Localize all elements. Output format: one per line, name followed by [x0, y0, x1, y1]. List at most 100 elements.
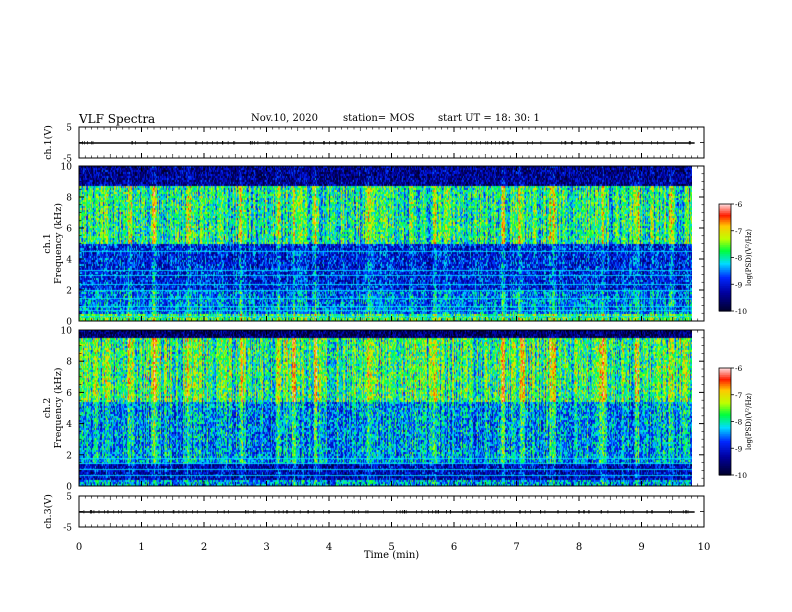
colorbar-step [719, 271, 731, 275]
colorbar-step [719, 228, 731, 232]
y-tick-label: -5 [63, 155, 72, 165]
colorbar-step [719, 278, 731, 282]
colorbar-step [719, 293, 731, 296]
colorbar-tick-label: -7 [735, 227, 743, 236]
colorbar-step [719, 467, 731, 471]
y-tick-label: 6 [66, 225, 72, 235]
colorbar-step [719, 262, 731, 266]
x-tick-label: 4 [326, 542, 332, 553]
y-axis-label: ch.3(V) [43, 494, 54, 529]
colorbar-label: log(PSD)(V²/Hz) [745, 229, 753, 286]
colorbar-step [719, 441, 731, 444]
colorbar-tick-label: -7 [735, 391, 743, 400]
colorbar-step [719, 264, 731, 268]
colorbar-tick-label: -9 [735, 280, 743, 289]
colorbar-step [719, 455, 731, 458]
colorbar-step [719, 417, 731, 421]
colorbar-tick-label: -6 [735, 200, 743, 209]
colorbar-step [719, 294, 731, 298]
y-tick-label: 8 [66, 358, 72, 368]
colorbar-step [719, 296, 731, 300]
colorbar-step [719, 416, 731, 419]
colorbar-tick-label: -10 [735, 471, 747, 480]
colorbar-step [719, 277, 731, 280]
colorbar-step [719, 298, 731, 301]
colorbar-step [719, 286, 731, 289]
colorbar-step [719, 246, 731, 250]
colorbar-tick-label: -8 [735, 418, 743, 427]
colorbar-step [719, 236, 731, 239]
colorbar-step [719, 223, 731, 226]
colorbar-step [719, 389, 731, 392]
colorbar-step [719, 230, 731, 234]
colorbar-step [719, 373, 731, 376]
colorbar-step [719, 302, 731, 305]
colorbar-step [719, 218, 731, 221]
x-tick-label: 6 [451, 542, 457, 553]
colorbar-step [719, 439, 731, 442]
colorbar-step [719, 287, 731, 291]
colorbar-step [719, 444, 731, 448]
colorbar-step [719, 466, 731, 469]
colorbar-step [719, 435, 731, 439]
colorbar-step [719, 307, 731, 310]
colorbar-step [719, 368, 731, 371]
colorbar-step [719, 453, 731, 456]
colorbar-step [719, 421, 731, 424]
ch1-waveform-panel: 5 -5 ch.1(V) [43, 124, 705, 165]
colorbar-step [719, 371, 731, 374]
spectrogram-image [79, 330, 692, 486]
colorbar-step [719, 291, 731, 294]
colorbar-step [719, 212, 731, 216]
colorbar-step [719, 446, 731, 449]
x-tick-label: 1 [138, 542, 144, 553]
x-tick-label: 2 [201, 542, 207, 553]
y-axis-label: Frequency (kHz) [53, 203, 64, 284]
colorbar-step [719, 409, 731, 412]
colorbar-step [719, 462, 731, 465]
colorbar-step [719, 227, 731, 230]
y-tick-label: 5 [66, 124, 72, 134]
colorbar-step [719, 426, 731, 430]
y-tick-label: 2 [66, 287, 72, 297]
colorbar-step [719, 289, 731, 292]
colorbar-step [719, 425, 731, 428]
colorbar-step [719, 243, 731, 246]
x-axis-label: Time (min) [364, 550, 419, 561]
colorbar-step [719, 269, 731, 273]
colorbar-step [719, 428, 731, 432]
date-label: Nov.10, 2020 [251, 113, 318, 124]
y-tick-label: 4 [66, 256, 72, 266]
colorbar-tick-label: -6 [735, 364, 743, 373]
colorbar-step [719, 458, 731, 462]
colorbar-step [719, 398, 731, 401]
colorbar-step [719, 401, 731, 405]
colorbar-step [719, 253, 731, 257]
colorbar-step [719, 261, 731, 264]
y-tick-label: 10 [61, 163, 73, 173]
colorbar-step [719, 405, 731, 408]
ch2-spectrogram-panel: 0 2 4 6 8 10 ch.2 Frequency (kHz) -6 -7 -8 -9 -10 log… [42, 327, 753, 493]
colorbar-step [719, 248, 731, 251]
colorbar-step [719, 284, 731, 287]
colorbar-tick-label: -10 [735, 307, 747, 316]
colorbar-step [719, 275, 731, 278]
colorbar-step [719, 387, 731, 390]
colorbar-step [719, 437, 731, 440]
colorbar: -6 -7 -8 -9 -10 log(PSD)(V²/Hz) [718, 364, 753, 480]
colorbar-step [719, 430, 731, 433]
colorbar-step [719, 250, 731, 253]
colorbar-step [719, 375, 731, 378]
colorbar-step [719, 245, 731, 248]
colorbar-step [719, 410, 731, 414]
colorbar-step [719, 464, 731, 467]
ch1-spectrogram-panel: 0 2 4 6 8 10 ch.1 Frequency (kHz) -6 -7 -8 -9 -10 log… [42, 163, 753, 328]
colorbar-step [719, 432, 731, 435]
colorbar-step [719, 257, 731, 260]
colorbar-step [719, 239, 731, 243]
channel-label: ch.2 [42, 398, 53, 419]
colorbar-step [719, 403, 731, 407]
colorbar-step [719, 394, 731, 398]
colorbar-step [719, 221, 731, 225]
colorbar-step [719, 391, 731, 394]
